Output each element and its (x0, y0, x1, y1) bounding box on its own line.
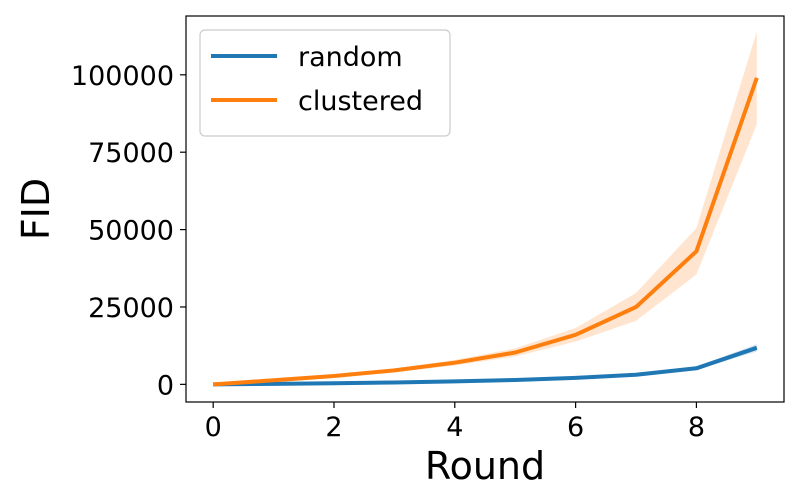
x-tick-label: 2 (325, 412, 342, 443)
legend-label-clustered: clustered (298, 86, 423, 117)
y-tick-label: 0 (157, 370, 174, 401)
x-tick-label: 4 (446, 412, 463, 443)
x-tick-label: 0 (205, 412, 222, 443)
series-line-clustered (213, 77, 759, 387)
y-tick-label: 75000 (88, 138, 174, 169)
legend-label-random: random (298, 42, 403, 73)
series-line-random (213, 345, 758, 387)
y-tick-label: 50000 (88, 216, 174, 247)
y-tick-label: 100000 (71, 61, 174, 92)
x-axis-title: Round (425, 444, 545, 488)
y-tick-label: 25000 (88, 293, 174, 324)
x-tick-label: 6 (567, 412, 584, 443)
plot-frame (185, 15, 785, 403)
legend: random clustered (199, 29, 451, 137)
x-tick-label: 8 (688, 412, 705, 443)
y-axis-title: FID (14, 178, 58, 240)
